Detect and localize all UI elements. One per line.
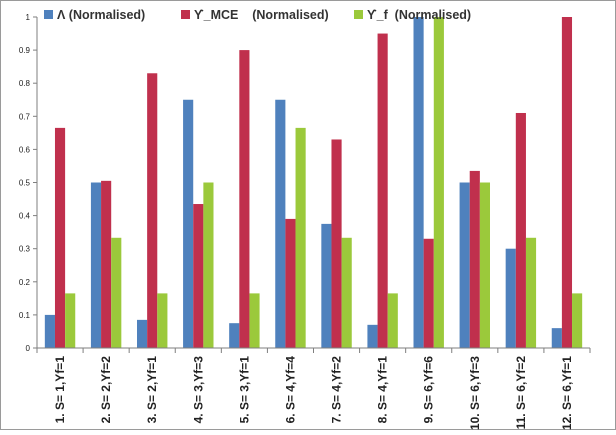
bar-series-1-cat-3 <box>137 319 148 348</box>
y-tick-label: 0.1 <box>19 311 31 320</box>
y-tick-label: 0.2 <box>19 278 31 287</box>
bar-series-1-cat-4 <box>183 99 194 348</box>
legend-swatch-2 <box>181 10 190 19</box>
bar-series-3-cat-3 <box>157 293 168 348</box>
bar-series-2-cat-9 <box>423 238 434 348</box>
x-tick-label: 9. S= 6,Yf=6 <box>422 356 436 424</box>
bar-series-1-cat-7 <box>321 223 332 349</box>
bar-series-2-cat-2 <box>101 180 112 348</box>
y-tick-label: 1 <box>26 13 31 22</box>
x-tick-label: 1. S= 1,Yf=1 <box>53 356 67 424</box>
legend: Λ (Normalised) ϒ_MCE (Normalised) ϒ_f (Nor… <box>44 8 471 22</box>
x-tick-label: 2. S= 2,Yf=2 <box>99 356 113 424</box>
bar-series-3-cat-9 <box>433 17 444 348</box>
bar-series-2-cat-12 <box>561 17 573 348</box>
bar-series-1-cat-5 <box>229 323 240 348</box>
x-tick-label: 10. S= 6,Yf=3 <box>468 356 482 430</box>
x-tick-label: 6. S= 4,Yf=4 <box>283 356 297 424</box>
x-tick-label: 3. S= 2,Yf=1 <box>145 356 159 424</box>
legend-label-2: ϒ_MCE (Normalised) <box>194 8 329 22</box>
x-tick-label: 7. S= 4,Yf=2 <box>330 356 344 424</box>
legend-label-1: Λ (Normalised) <box>57 8 145 22</box>
x-tick-label: 12. S= 6,Yf=1 <box>560 356 574 430</box>
y-tick-label: 0.6 <box>19 145 31 154</box>
bar-series-2-cat-4 <box>193 204 204 348</box>
legend-label-3: ϒ_f (Normalised) <box>367 8 471 22</box>
y-tick-label: 0.4 <box>19 212 31 221</box>
legend-swatch-1 <box>44 10 53 19</box>
bar-series-3-cat-10 <box>479 182 490 348</box>
x-tick-label: 11. S= 6,Yf=2 <box>514 356 528 430</box>
bar-series-1-cat-1 <box>44 314 55 348</box>
bar-series-2-cat-3 <box>147 73 158 349</box>
axes-group <box>33 16 591 353</box>
bar-series-2-cat-5 <box>239 50 250 348</box>
bar-series-2-cat-8 <box>377 33 388 349</box>
bar-series-3-cat-5 <box>249 293 260 348</box>
y-tick-label: 0.5 <box>19 179 31 188</box>
bar-series-3-cat-8 <box>387 293 398 348</box>
bar-series-1-cat-8 <box>367 324 378 348</box>
y-tick-label: 0.8 <box>19 79 31 88</box>
bar-series-1-cat-9 <box>413 17 424 348</box>
x-tick-label: 8. S= 4,Yf=1 <box>376 356 390 424</box>
bar-series-3-cat-1 <box>65 293 76 348</box>
bars-group <box>44 17 583 349</box>
y-tick-label: 0.7 <box>19 112 31 121</box>
bar-series-1-cat-11 <box>505 248 516 348</box>
bar-series-3-cat-11 <box>525 237 537 348</box>
bar-series-2-cat-10 <box>469 170 480 348</box>
bar-series-3-cat-12 <box>572 293 583 348</box>
bar-series-3-cat-2 <box>111 237 122 348</box>
y-tick-label: 0 <box>26 344 31 353</box>
y-tick-label: 0.3 <box>19 245 31 254</box>
bar-series-3-cat-6 <box>295 127 306 348</box>
bar-series-2-cat-7 <box>331 139 342 348</box>
bar-series-1-cat-12 <box>551 328 562 348</box>
x-tick-label: 4. S= 3,Yf=3 <box>191 356 205 424</box>
legend-swatch-3 <box>354 10 363 19</box>
bar-series-1-cat-6 <box>275 99 286 348</box>
y-tick-labels: 0 0.1 0.2 0.3 0.4 0.5 0.6 0.7 0.8 0.9 1 <box>19 13 31 353</box>
bar-series-2-cat-6 <box>285 218 296 348</box>
x-tick-label: 5. S= 3,Yf=1 <box>237 356 251 424</box>
x-tick-labels: 1. S= 1,Yf=1 2. S= 2,Yf=2 3. S= 2,Yf=1 4. S… <box>53 356 574 430</box>
bar-series-1-cat-10 <box>459 182 470 348</box>
bar-series-3-cat-7 <box>341 237 352 348</box>
bar-series-1-cat-2 <box>90 182 102 348</box>
y-tick-label: 0.9 <box>19 46 31 55</box>
bar-series-2-cat-11 <box>515 112 526 349</box>
bar-series-3-cat-4 <box>203 182 214 348</box>
bar-series-2-cat-1 <box>54 127 66 348</box>
